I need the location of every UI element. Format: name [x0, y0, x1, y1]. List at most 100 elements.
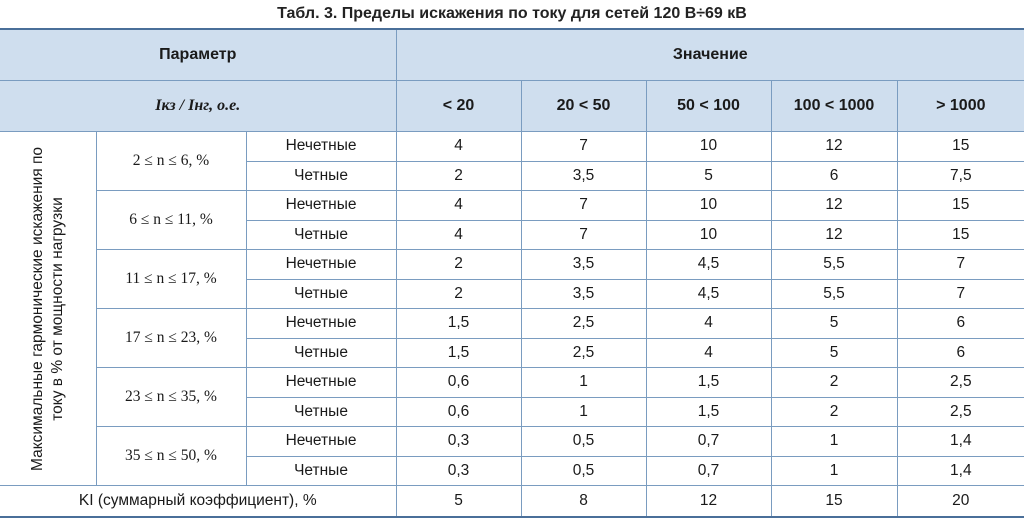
parity-label: Нечетные — [245, 249, 397, 280]
value-cell: 2 — [770, 396, 898, 427]
parity-label: Четные — [246, 219, 397, 250]
value-cell: 10 — [645, 219, 772, 250]
parity-label: Нечетные — [245, 190, 397, 221]
value-cell: 1,5 — [645, 396, 772, 427]
value-cell: 7 — [896, 249, 1024, 280]
value-cell: 12 — [770, 219, 898, 250]
table-row: Четные 2 3,5 4,5 5,5 7 — [0, 278, 1024, 309]
range-header: 20 < 50 — [520, 80, 647, 132]
value-cell: 6 — [896, 337, 1024, 368]
value-cell: 1,4 — [896, 426, 1024, 457]
value-cell: 2 — [395, 249, 522, 280]
value-cell: 1,5 — [395, 308, 522, 339]
range-header: > 1000 — [896, 80, 1024, 132]
parity-label: Четные — [246, 278, 397, 309]
total-value-cell: 20 — [896, 485, 1024, 518]
total-row: KI (суммарный коэффициент), % 5 8 12 15 20 — [0, 485, 1024, 518]
parity-label: Нечетные — [245, 131, 397, 162]
value-cell: 5 — [645, 160, 772, 191]
ratio-header: Iкз / Iнг, о.е. — [0, 80, 397, 132]
value-header: Значение — [395, 28, 1024, 81]
value-cell: 0,3 — [395, 455, 522, 486]
value-cell: 0,6 — [395, 367, 522, 398]
value-cell: 6 — [896, 308, 1024, 339]
value-cell: 5,5 — [770, 278, 898, 309]
value-cell: 0,3 — [395, 426, 522, 457]
value-cell: 0,5 — [520, 455, 647, 486]
param-header: Параметр — [0, 28, 397, 81]
value-cell: 0,5 — [520, 426, 647, 457]
value-cell: 0,6 — [395, 396, 522, 427]
value-cell: 1 — [520, 396, 647, 427]
value-cell: 4,5 — [645, 278, 772, 309]
parity-label: Четные — [246, 160, 397, 191]
value-cell: 10 — [645, 131, 772, 162]
value-cell: 4 — [395, 131, 522, 162]
total-value-cell: 5 — [395, 485, 522, 518]
value-cell: 2,5 — [896, 367, 1024, 398]
table-caption: Табл. 3. Пределы искажения по току для с… — [277, 5, 747, 22]
harmonic-range-label: 17 ≤ n ≤ 23, % — [96, 308, 247, 368]
ratio-label: Iкз / Iнг, о.е. — [155, 97, 241, 114]
value-cell: 1,5 — [395, 337, 522, 368]
value-cell: 7 — [520, 131, 647, 162]
value-cell: 2,5 — [520, 337, 647, 368]
total-value-cell: 8 — [520, 485, 647, 518]
table-row: 35 ≤ n ≤ 50, % Нечетные 0,3 0,5 0,7 1 1,4 — [0, 426, 1024, 486]
range-header: 50 < 100 — [645, 80, 772, 132]
value-cell: 3,5 — [520, 278, 647, 309]
value-cell: 6 — [770, 160, 898, 191]
side-label: Максимальные гармонические искажения по … — [28, 146, 66, 471]
value-cell: 15 — [896, 131, 1024, 162]
value-cell: 12 — [770, 190, 898, 221]
parity-label: Нечетные — [245, 426, 397, 457]
value-cell: 5,5 — [770, 249, 898, 280]
harmonic-range-label: 35 ≤ n ≤ 50, % — [96, 426, 247, 486]
value-cell: 1,5 — [645, 367, 772, 398]
value-cell: 2 — [395, 160, 522, 191]
value-cell: 2,5 — [896, 396, 1024, 427]
harmonic-range-label: 11 ≤ n ≤ 17, % — [96, 249, 247, 309]
value-cell: 2 — [770, 367, 898, 398]
table-row: 23 ≤ n ≤ 35, % Нечетные 0,6 1 1,5 2 2,5 — [0, 367, 1024, 427]
value-cell: 0,7 — [645, 426, 772, 457]
total-value-cell: 15 — [770, 485, 898, 518]
value-cell: 15 — [896, 190, 1024, 221]
side-label-cell: Максимальные гармонические искажения по … — [0, 131, 97, 486]
value-cell: 5 — [770, 308, 898, 339]
value-cell: 4,5 — [645, 249, 772, 280]
value-cell: 2,5 — [520, 308, 647, 339]
parity-label: Четные — [246, 396, 397, 427]
value-cell: 5 — [770, 337, 898, 368]
harmonic-range-label: 6 ≤ n ≤ 11, % — [96, 190, 247, 250]
parity-label: Нечетные — [245, 367, 397, 398]
range-header: < 20 — [395, 80, 522, 132]
total-value-cell: 12 — [645, 485, 772, 518]
value-cell: 7 — [520, 190, 647, 221]
table-row: 17 ≤ n ≤ 23, % Нечетные 1,5 2,5 4 5 6 — [0, 308, 1024, 368]
table-row: Четные 0,6 1 1,5 2 2,5 — [0, 396, 1024, 427]
value-cell: 2 — [395, 278, 522, 309]
value-cell: 7 — [896, 278, 1024, 309]
value-cell: 4 — [645, 308, 772, 339]
value-cell: 7,5 — [896, 160, 1024, 191]
table-row: 11 ≤ n ≤ 17, % Нечетные 2 3,5 4,5 5,5 7 — [0, 249, 1024, 309]
value-cell: 1 — [770, 426, 898, 457]
value-cell: 4 — [395, 219, 522, 250]
value-cell: 7 — [520, 219, 647, 250]
value-cell: 1 — [770, 455, 898, 486]
parity-label: Четные — [246, 337, 397, 368]
value-cell: 1 — [520, 367, 647, 398]
value-cell: 0,7 — [645, 455, 772, 486]
value-cell: 15 — [896, 219, 1024, 250]
value-cell: 4 — [645, 337, 772, 368]
table-row: 6 ≤ n ≤ 11, % Нечетные 4 7 10 12 15 — [0, 190, 1024, 250]
value-cell: 3,5 — [520, 160, 647, 191]
range-header: 100 < 1000 — [770, 80, 898, 132]
parity-label: Нечетные — [245, 308, 397, 339]
harmonic-range-label: 23 ≤ n ≤ 35, % — [96, 367, 247, 427]
harmonic-range-label: 2 ≤ n ≤ 6, % — [95, 131, 247, 191]
value-cell: 4 — [395, 190, 522, 221]
value-cell: 3,5 — [520, 249, 647, 280]
parity-label: Четные — [246, 455, 397, 486]
